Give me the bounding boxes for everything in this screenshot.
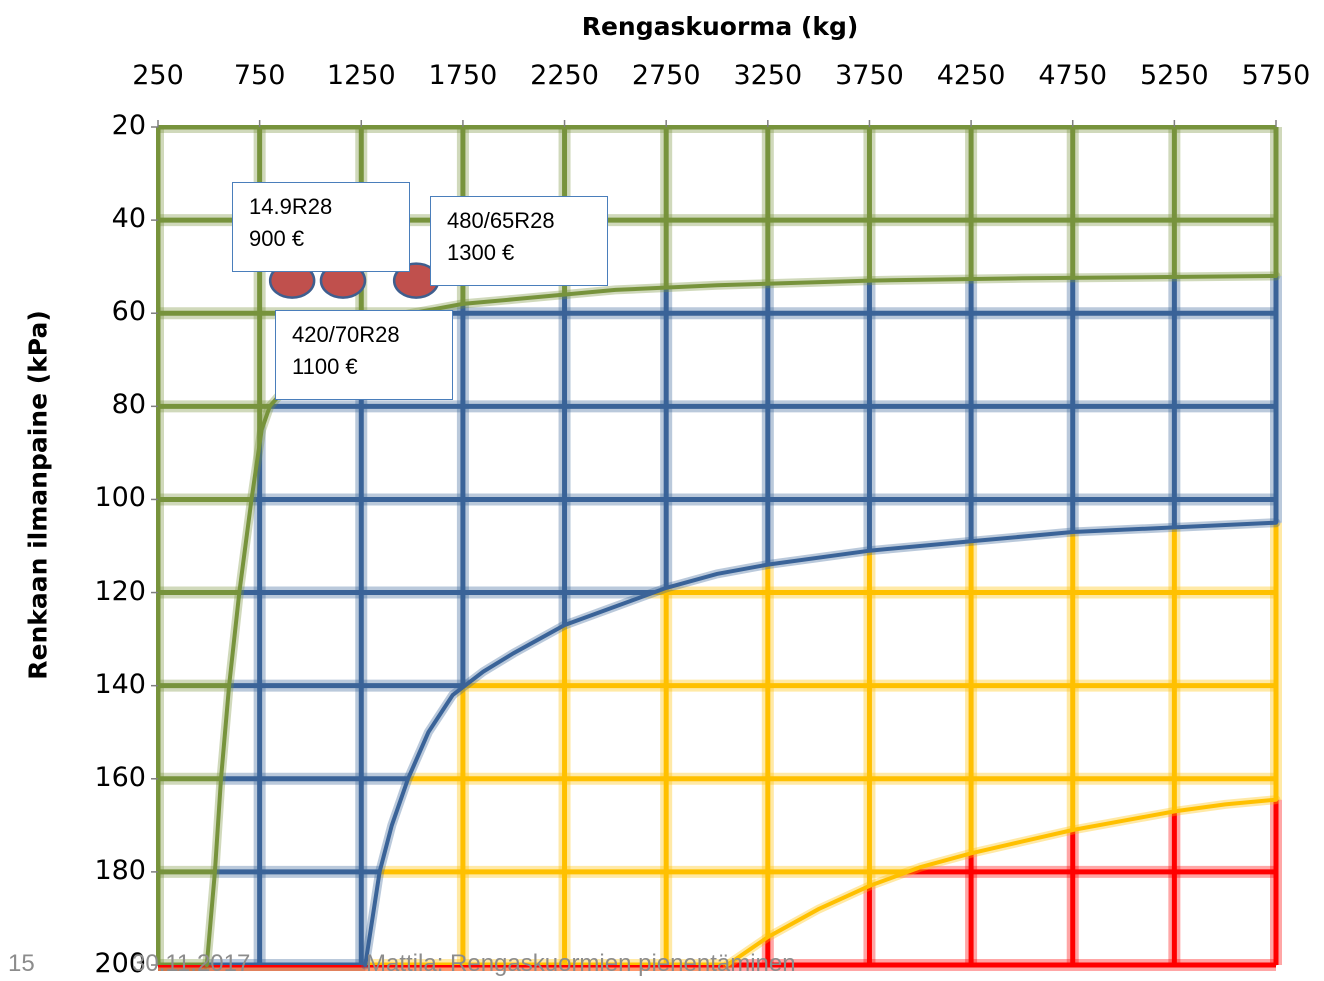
- x-tick-label: 3750: [835, 60, 904, 91]
- y-tick-label: 120: [94, 575, 146, 607]
- y-tick-label: 100: [94, 482, 146, 514]
- callout-tire-1: 14.9R28 900 €: [232, 182, 410, 272]
- footer-page-number: 15: [8, 950, 35, 977]
- x-tick-label: 1250: [326, 60, 396, 91]
- zone-boundary-curve-1: [363, 520, 1278, 967]
- zone-boundary-curve-2: [725, 797, 1278, 967]
- zone-boundary-glow-2: [722, 795, 1281, 970]
- y-tick-label: 40: [111, 203, 146, 235]
- footer-date: 30.11.2017: [132, 950, 251, 977]
- callout-tire-1-price: 900 €: [249, 226, 305, 251]
- callout-tire-2-price: 1100 €: [292, 354, 358, 379]
- y-tick-label: 60: [111, 296, 146, 328]
- y-tick-label: 160: [94, 761, 146, 793]
- x-tick-label: 750: [233, 60, 286, 91]
- x-tick-label: 2250: [530, 60, 599, 91]
- x-tick-label: 5750: [1241, 60, 1311, 91]
- y-tick-label: 80: [111, 389, 146, 421]
- x-tick-label: 250: [132, 60, 184, 91]
- y-tick-label: 20: [111, 110, 146, 141]
- x-tick-label: 2750: [631, 60, 701, 91]
- x-tick-label: 5250: [1140, 60, 1209, 91]
- y-axis-title: Renkaan ilmanpaine (kPa): [23, 310, 53, 680]
- x-tick-label: 3250: [733, 60, 803, 91]
- slide-footer: 15 30.11.2017 Mattila: Rengaskuormien pi…: [8, 950, 796, 978]
- footer-title: Mattila: Rengaskuormien pienentäminen: [366, 950, 796, 977]
- callout-tire-1-size: 14.9R28: [249, 194, 333, 219]
- callout-tire-2-size: 420/70R28: [292, 322, 400, 347]
- callout-tire-3: 480/65R28 1300 €: [430, 196, 608, 286]
- callout-tire-3-price: 1300 €: [447, 240, 515, 265]
- y-tick-label: 180: [94, 854, 146, 886]
- callout-tire-3-size: 480/65R28: [447, 208, 555, 233]
- y-tick-label: 200: [94, 948, 146, 979]
- callout-tire-2: 420/70R28 1100 €: [275, 310, 453, 400]
- x-tick-label: 4750: [1038, 60, 1108, 91]
- x-axis-title: Rengaskuorma (kg): [581, 12, 859, 41]
- x-tick-label: 1750: [428, 60, 498, 91]
- y-tick-label: 140: [94, 668, 146, 700]
- x-tick-label: 4250: [936, 60, 1006, 91]
